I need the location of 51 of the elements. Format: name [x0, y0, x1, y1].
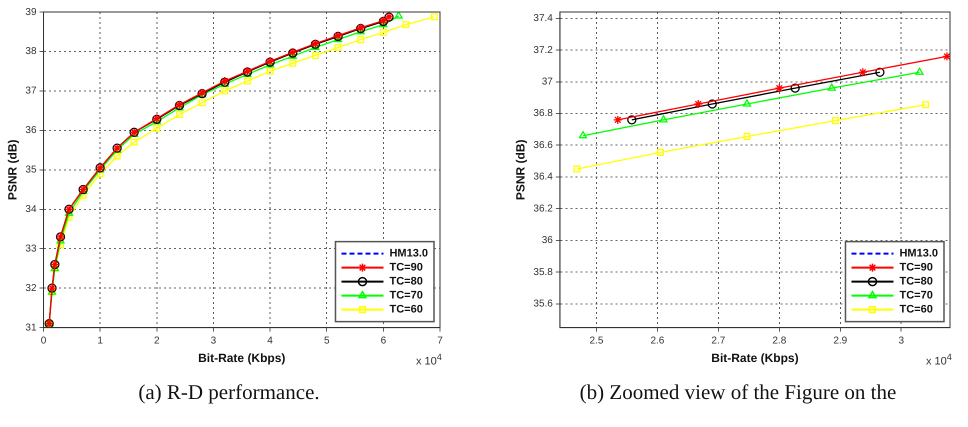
y-tick-label: 36: [542, 235, 554, 246]
x-axis-title: Bit-Rate (Kbps): [711, 351, 799, 366]
y-tick-label: 36.4: [533, 172, 554, 183]
text: (b) Zoomed view of the Figure on the: [578, 380, 898, 405]
legend-label: TC=60: [899, 304, 933, 316]
y-tick-label: 35: [25, 164, 37, 176]
x-tick-label: 3: [210, 335, 217, 346]
legend-label: TC=70: [389, 290, 423, 302]
x-tick-label: 2: [154, 335, 160, 346]
x-axis-title: Bit-Rate (Kbps): [198, 351, 286, 366]
x-tick-label: 2.6: [650, 335, 665, 346]
x-tick-label: 2.9: [833, 335, 848, 346]
x-tick-label: 6: [380, 335, 387, 346]
y-tick-label: 37: [542, 76, 554, 88]
x-tick-label: 7: [437, 335, 444, 346]
legend-label: TC=80: [899, 276, 933, 288]
y-tick-label: 36.2: [533, 203, 554, 214]
y-tick-label: 37: [25, 86, 37, 97]
y-tick-label: 33: [25, 243, 37, 254]
y-tick-label: 39: [25, 6, 37, 18]
legend-label: TC=80: [389, 276, 423, 288]
legend-label: TC=90: [899, 262, 933, 274]
y-tick-label: 34: [25, 204, 37, 215]
y-axis-title: PSNR (dB): [6, 139, 20, 200]
y-tick-label: 31: [25, 322, 37, 334]
y-tick-label: 37.2: [533, 44, 554, 56]
y-tick-label: 36: [25, 125, 37, 136]
x-tick-label: 0: [40, 335, 47, 346]
y-tick-label: 32: [25, 282, 37, 294]
y-tick-label: 35.8: [533, 266, 554, 278]
x-tick-label: 3: [898, 335, 904, 346]
legend-label: TC=90: [389, 262, 423, 274]
legend-label: HM13.0: [389, 248, 428, 260]
x-tick-label: 2.8: [772, 335, 787, 346]
text: (a) R-D performance.: [137, 380, 321, 405]
x-tick-label: 2.7: [711, 335, 726, 346]
y-tick-label: 35.6: [533, 298, 554, 310]
legend-label: HM13.0: [899, 248, 938, 260]
y-tick-label: 36.8: [533, 108, 554, 120]
text: x 10$^{4}$: [926, 352, 952, 368]
y-tick-label: 36.6: [533, 140, 554, 151]
legend-label: TC=70: [899, 290, 933, 302]
y-tick-label: 38: [25, 46, 37, 58]
text: x 10$^{4}$: [416, 352, 442, 368]
legend-label: TC=60: [389, 304, 423, 316]
x-tick-label: 5: [324, 335, 330, 346]
x-tick-label: 4: [267, 335, 274, 346]
x-tick-label: 2.5: [589, 335, 604, 346]
x-tick-label: 1: [97, 335, 104, 346]
y-tick-label: 37.4: [533, 13, 554, 24]
y-axis-title: PSNR (dB): [514, 139, 528, 200]
